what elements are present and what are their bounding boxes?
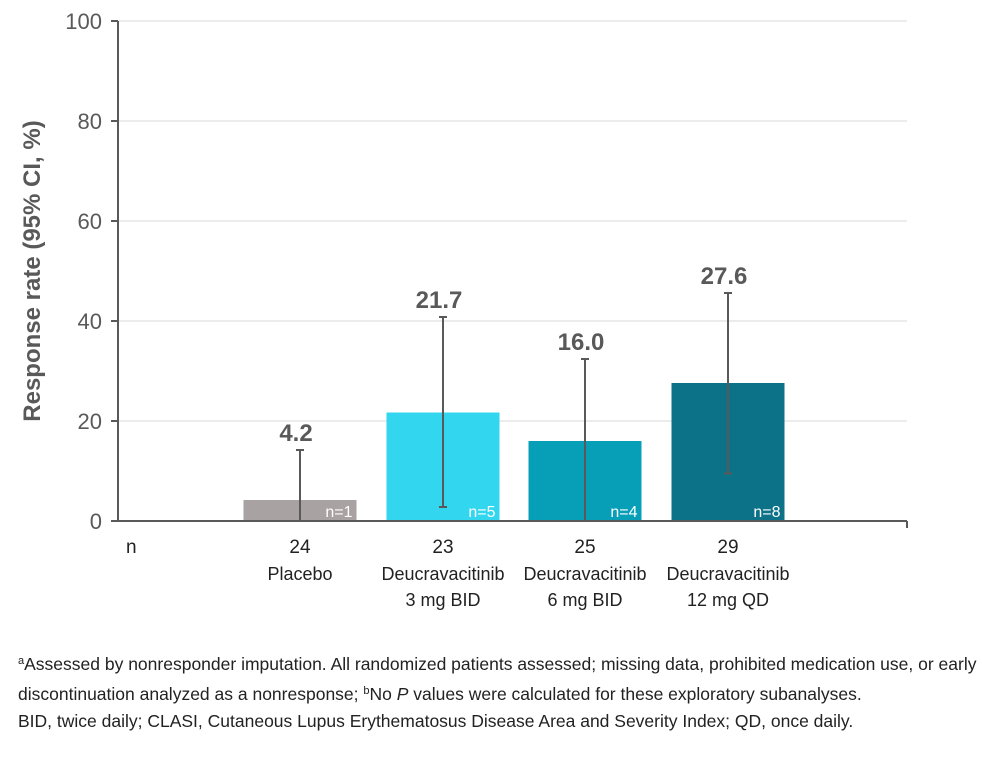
category-label-4: Deucravacitinib	[666, 564, 789, 584]
footnote-abbreviations: BID, twice daily; CLASI, Cutaneous Lupus…	[18, 711, 854, 731]
n-value-1: 24	[289, 537, 311, 558]
category-label-1: Placebo	[267, 564, 332, 584]
responders-label-3: n=4	[610, 504, 637, 521]
category-label-2: Deucravacitinib	[381, 564, 504, 584]
y-tick-label-60: 60	[78, 209, 102, 234]
footnote-b-marker: b	[363, 685, 370, 697]
value-label-1: 4.2	[279, 420, 312, 447]
category-sublabel-2: 3 mg BID	[405, 590, 480, 610]
footnote-b-text-pre: No	[369, 684, 397, 704]
footnote-a-text: Assessed by nonresponder imputation. All…	[18, 654, 977, 704]
category-label-3: Deucravacitinib	[523, 564, 646, 584]
value-label-3: 16.0	[558, 329, 605, 356]
footnote-b-p-italic: P	[396, 684, 409, 704]
responders-label-4: n=8	[753, 504, 780, 521]
footnote-a: aAssessed by nonresponder imputation. Al…	[18, 648, 978, 708]
n-value-2: 23	[432, 537, 453, 558]
footnotes: aAssessed by nonresponder imputation. Al…	[18, 648, 978, 735]
footnote-a-marker: a	[18, 655, 25, 667]
response-rate-chart: 0 20 40 60 80 100 Response rate (95% CI, %) 4.2…	[19, 9, 908, 610]
responders-label-2: n=5	[468, 504, 495, 521]
category-sublabel-4: 12 mg QD	[687, 590, 769, 610]
responders-label-1: n=1	[325, 504, 352, 521]
category-sublabel-3: 6 mg BID	[547, 590, 622, 610]
y-tick-label-100: 100	[65, 9, 102, 34]
y-tick-label-80: 80	[78, 109, 102, 134]
y-tick-label-40: 40	[78, 309, 102, 334]
y-tick-label-0: 0	[90, 509, 102, 534]
value-label-2: 21.7	[416, 287, 463, 314]
y-axis-label: Response rate (95% CI, %)	[19, 120, 46, 421]
n-row-label: n	[126, 537, 137, 558]
value-label-4: 27.6	[701, 263, 748, 290]
n-value-4: 29	[717, 537, 738, 558]
footnote-b-text-post: values were calculated for these explora…	[408, 684, 862, 704]
n-value-3: 25	[574, 537, 595, 558]
y-tick-label-20: 20	[78, 409, 102, 434]
